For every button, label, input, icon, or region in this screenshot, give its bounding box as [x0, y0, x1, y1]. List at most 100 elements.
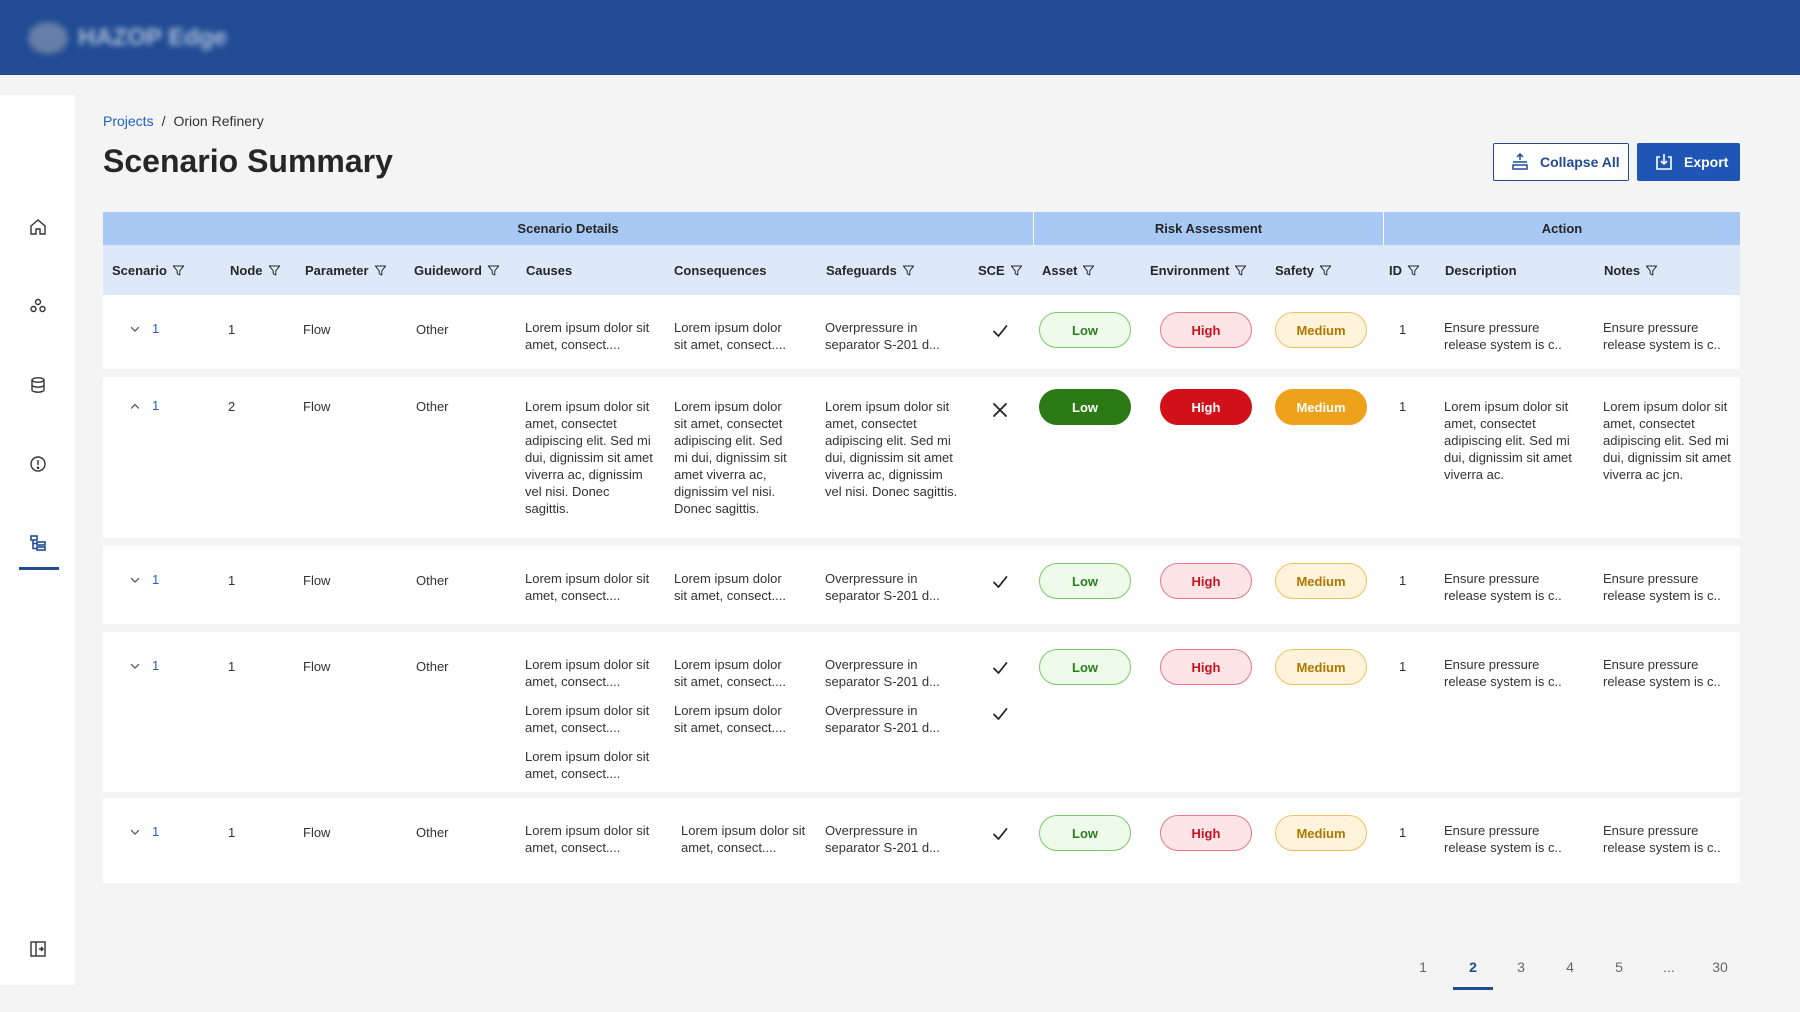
- parameter-cell: Flow: [303, 573, 331, 588]
- sidebar-item-home[interactable]: [19, 208, 57, 246]
- scenario-id: 1: [152, 824, 160, 839]
- scenario-toggle[interactable]: 1: [128, 320, 159, 337]
- notes-cell: Ensure pressure release system is c..: [1603, 320, 1721, 352]
- safeguard-cell: Overpressure in separator S-201 d...: [825, 703, 940, 735]
- network-icon: [30, 298, 46, 313]
- table-row[interactable]: 1 2 Flow Other Lorem ipsum dolor sit amet, c…: [103, 377, 1740, 538]
- safeguard-cell: Overpressure in separator S-201 d...: [825, 571, 940, 603]
- sidebar-item-database[interactable]: [19, 366, 57, 404]
- column-header-label: ID: [1389, 262, 1402, 278]
- filter-icon[interactable]: [1645, 264, 1658, 277]
- table-row[interactable]: 1 1 Flow Other Lorem ipsum dolor sit amet, c…: [103, 295, 1740, 369]
- guideword-cell: Other: [416, 825, 449, 840]
- node-cell: 1: [228, 825, 236, 840]
- table-row[interactable]: 1 1 Flow Other Lorem ipsum dolor sit amet, c…: [103, 546, 1740, 624]
- breadcrumb-current: Orion Refinery: [173, 113, 264, 129]
- column-header-consequences: Consequences: [674, 245, 766, 295]
- filter-icon[interactable]: [268, 264, 281, 277]
- close-icon: [993, 403, 1007, 417]
- environment-risk-badge: High: [1160, 815, 1252, 851]
- cause-cell: Lorem ipsum dolor sit amet, consect....: [525, 749, 650, 781]
- notes-cell: Ensure pressure release system is c..: [1603, 571, 1721, 603]
- column-header-label: Parameter: [305, 262, 369, 278]
- column-header-parameter: Parameter: [305, 245, 387, 295]
- sidebar-item-hierarchy[interactable]: [19, 524, 59, 570]
- column-header-safety: Safety: [1275, 245, 1332, 295]
- description-cell: Ensure pressure release system is c..: [1444, 571, 1562, 603]
- consequence-cell: Lorem ipsum dolor sit amet, consect....: [674, 703, 786, 735]
- filter-icon[interactable]: [172, 264, 185, 277]
- filter-icon[interactable]: [1319, 264, 1332, 277]
- brand[interactable]: HAZOP Edge: [28, 22, 227, 54]
- guideword-cell: Other: [416, 399, 449, 414]
- filter-icon[interactable]: [1010, 264, 1023, 277]
- breadcrumb-link-projects[interactable]: Projects: [103, 113, 154, 129]
- database-icon: [31, 377, 45, 393]
- check-icon: [993, 708, 1008, 720]
- column-header-node: Node: [230, 245, 281, 295]
- column-header-label: Safeguards: [826, 262, 897, 278]
- home-icon: [30, 219, 46, 235]
- page-3[interactable]: 3: [1517, 959, 1525, 975]
- description-cell: Ensure pressure release system is c..: [1444, 657, 1562, 689]
- node-cell: 1: [228, 322, 236, 337]
- table-column-header: Scenario Node Parameter Guideword Causes Cons…: [103, 245, 1740, 295]
- page-2[interactable]: 2: [1453, 950, 1493, 990]
- sidebar-item-collapse[interactable]: [19, 930, 57, 968]
- column-header-label: Safety: [1275, 262, 1315, 278]
- column-header-label: Causes: [526, 262, 573, 278]
- filter-icon[interactable]: [1407, 264, 1420, 277]
- column-header-asset: Asset: [1042, 245, 1095, 295]
- safety-risk-badge: Medium: [1275, 563, 1367, 599]
- filter-icon[interactable]: [487, 264, 500, 277]
- guideword-cell: Other: [416, 322, 449, 337]
- group-scenario-details: Scenario Details: [517, 221, 619, 236]
- filter-icon[interactable]: [1082, 264, 1095, 277]
- sidebar: [0, 95, 75, 985]
- column-header-label: Consequences: [674, 262, 767, 278]
- column-header-label: Notes: [1604, 262, 1641, 278]
- column-header-guideword: Guideword: [414, 245, 500, 295]
- table-row[interactable]: 1 1 Flow Other Lorem ipsum dolor sit amet, c…: [103, 632, 1740, 792]
- collapse-icon: [1512, 152, 1528, 170]
- filter-icon[interactable]: [902, 264, 915, 277]
- sidebar-item-network[interactable]: [19, 287, 57, 325]
- column-header-label: SCE: [978, 262, 1005, 278]
- page-1[interactable]: 1: [1419, 959, 1427, 975]
- action-id-cell: 1: [1399, 322, 1407, 337]
- node-cell: 2: [228, 399, 236, 414]
- cause-cell: Lorem ipsum dolor sit amet, consectet ad…: [525, 399, 653, 516]
- safeguard-cell: Lorem ipsum dolor sit amet, consectet ad…: [825, 399, 958, 499]
- sidebar-item-alerts[interactable]: [19, 445, 57, 483]
- export-button[interactable]: Export: [1637, 143, 1740, 181]
- table-row[interactable]: 1 1 Flow Other Lorem ipsum dolor sit amet, c…: [103, 798, 1740, 883]
- export-icon: [1656, 154, 1672, 170]
- guideword-cell: Other: [416, 573, 449, 588]
- group-risk-assessment: Risk Assessment: [1033, 212, 1383, 245]
- scenario-toggle[interactable]: 1: [128, 397, 159, 414]
- column-header-scenario: Scenario: [112, 245, 185, 295]
- description-cell: Lorem ipsum dolor sit amet, consectet ad…: [1444, 399, 1572, 482]
- scenario-table: Scenario Details Risk Assessment Action …: [103, 212, 1740, 883]
- filter-icon[interactable]: [374, 264, 387, 277]
- consequence-cell: Lorem ipsum dolor sit amet, consectet ad…: [674, 399, 787, 516]
- scenario-toggle[interactable]: 1: [128, 657, 159, 674]
- check-icon: [993, 662, 1008, 674]
- cause-cell: Lorem ipsum dolor sit amet, consect....: [525, 823, 650, 855]
- top-bar: HAZOP Edge: [0, 0, 1800, 75]
- description-cell: Ensure pressure release system is c..: [1444, 823, 1562, 855]
- column-header-label: Node: [230, 262, 263, 278]
- page-5[interactable]: 5: [1615, 959, 1623, 975]
- safety-risk-badge: Medium: [1275, 312, 1367, 348]
- asset-risk-badge: Low: [1039, 815, 1131, 851]
- scenario-toggle[interactable]: 1: [128, 571, 159, 588]
- safeguard-cell: Overpressure in separator S-201 d...: [825, 320, 940, 352]
- page-4[interactable]: 4: [1566, 959, 1574, 975]
- column-header-environment: Environment: [1150, 245, 1247, 295]
- collapse-all-button[interactable]: Collapse All: [1493, 143, 1629, 181]
- filter-icon[interactable]: [1234, 264, 1247, 277]
- scenario-toggle[interactable]: 1: [128, 823, 159, 840]
- page-30[interactable]: 30: [1712, 959, 1728, 975]
- column-header-label: Scenario: [112, 262, 167, 278]
- column-header-label: Description: [1445, 262, 1517, 278]
